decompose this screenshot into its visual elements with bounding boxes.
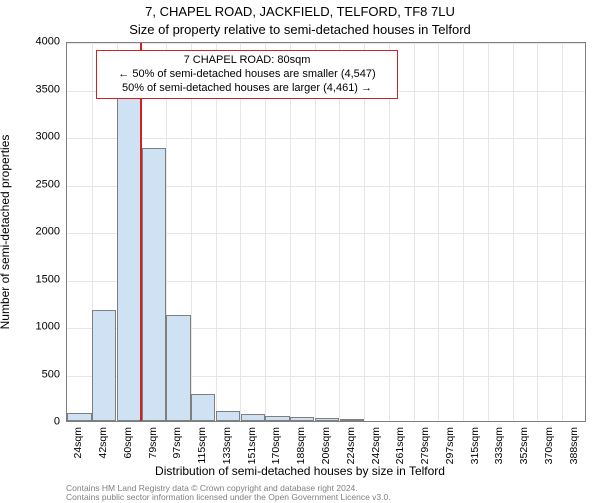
histogram-bar (117, 93, 141, 421)
grid-line-v (216, 43, 217, 421)
grid-line-v (191, 43, 192, 421)
grid-line-v (315, 43, 316, 421)
histogram-bar (290, 417, 314, 421)
x-tick-label: 97sqm (171, 427, 183, 459)
y-tick-label: 1000 (10, 322, 60, 333)
y-tick-label: 3500 (10, 84, 60, 95)
grid-line-v (265, 43, 266, 421)
grid-line-v (562, 43, 563, 421)
chart-title-line1: 7, CHAPEL ROAD, JACKFIELD, TELFORD, TF8 … (0, 4, 600, 19)
y-tick-label: 500 (10, 369, 60, 380)
x-tick-label: 261sqm (394, 427, 406, 464)
histogram-bar (241, 414, 265, 421)
histogram-bar (191, 394, 215, 421)
grid-line-h (67, 43, 585, 44)
histogram-bar (67, 413, 91, 421)
x-tick-label: 352sqm (518, 427, 530, 464)
callout-line2: ← 50% of semi-detached houses are smalle… (103, 68, 391, 82)
grid-line-v (290, 43, 291, 421)
y-tick-label: 4000 (10, 37, 60, 48)
x-tick-label: 170sqm (270, 427, 282, 464)
x-tick-label: 24sqm (72, 427, 84, 459)
x-tick-label: 206sqm (320, 427, 332, 464)
callout-box: 7 CHAPEL ROAD: 80sqm ← 50% of semi-detac… (96, 50, 398, 99)
grid-line-v (389, 43, 390, 421)
grid-line-v (513, 43, 514, 421)
histogram-bar (315, 418, 339, 421)
histogram-bar (142, 148, 166, 421)
grid-line-v (463, 43, 464, 421)
grid-line-v (240, 43, 241, 421)
x-tick-label: 388sqm (568, 427, 580, 464)
x-axis-label: Distribution of semi-detached houses by … (0, 464, 600, 478)
callout-line1: 7 CHAPEL ROAD: 80sqm (103, 54, 391, 68)
attribution-line2: Contains public sector information licen… (66, 493, 391, 502)
grid-line-v (339, 43, 340, 421)
x-tick-label: 133sqm (221, 427, 233, 464)
x-tick-label: 315sqm (469, 427, 481, 464)
x-tick-label: 60sqm (122, 427, 134, 459)
y-tick-label: 3000 (10, 132, 60, 143)
grid-line-v (364, 43, 365, 421)
grid-line-v (438, 43, 439, 421)
histogram-bar (216, 411, 240, 421)
histogram-bar (265, 416, 289, 421)
x-tick-label: 333sqm (493, 427, 505, 464)
x-tick-label: 224sqm (345, 427, 357, 464)
x-tick-label: 279sqm (419, 427, 431, 464)
x-tick-label: 151sqm (246, 427, 258, 464)
y-tick-label: 0 (10, 417, 60, 428)
y-tick-label: 1500 (10, 274, 60, 285)
marker-line (140, 43, 142, 421)
chart-subtitle: Size of property relative to semi-detach… (0, 22, 600, 37)
histogram-bar (340, 419, 364, 421)
grid-line-v (414, 43, 415, 421)
x-tick-label: 297sqm (444, 427, 456, 464)
x-tick-label: 188sqm (295, 427, 307, 464)
x-tick-label: 79sqm (147, 427, 159, 459)
grid-line-v (537, 43, 538, 421)
x-tick-label: 242sqm (370, 427, 382, 464)
y-tick-label: 2500 (10, 179, 60, 190)
histogram-bar (166, 315, 190, 421)
chart-container: 7, CHAPEL ROAD, JACKFIELD, TELFORD, TF8 … (0, 0, 600, 500)
callout-line3: 50% of semi-detached houses are larger (… (103, 82, 391, 96)
x-tick-label: 42sqm (97, 427, 109, 459)
y-tick-label: 2000 (10, 227, 60, 238)
x-tick-label: 370sqm (543, 427, 555, 464)
grid-line-v (488, 43, 489, 421)
grid-line-h (67, 138, 585, 139)
x-tick-label: 115sqm (196, 427, 208, 464)
histogram-bar (92, 310, 116, 421)
